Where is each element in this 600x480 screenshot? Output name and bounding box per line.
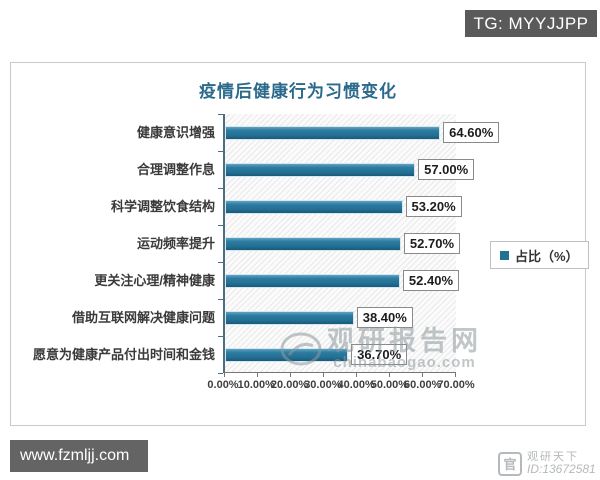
y-tick-mark — [218, 336, 223, 337]
x-tick-label: 10.00% — [237, 379, 275, 391]
category-label: 健康意识增强 — [136, 125, 215, 140]
x-tick-mark — [224, 373, 225, 377]
x-tick-mark — [389, 373, 390, 377]
y-tick-mark — [218, 373, 223, 374]
bar — [225, 311, 354, 325]
chart-row: 64.60% — [225, 114, 500, 151]
category-label: 运动频率提升 — [136, 236, 215, 251]
x-tick-label: 40.00% — [337, 379, 375, 391]
category-axis: 健康意识增强 合理调整作息科学调整饮食结构运动频率提升更关注心理/精神健康借助互联… — [11, 114, 215, 373]
value-label: 36.70% — [351, 344, 408, 365]
value-label: 57.00% — [418, 159, 475, 180]
legend: 占比（%） — [490, 241, 589, 269]
category-label: 科学调整饮食结构 — [110, 199, 215, 214]
chart-title: 疫情后健康行为习惯变化 — [199, 82, 397, 101]
chart-row: 52.40% — [225, 262, 459, 299]
x-tick-label: 20.00% — [270, 379, 309, 391]
bar — [225, 163, 416, 177]
category-label: 愿意为健康产品付出时间和金钱 — [32, 347, 215, 362]
bar — [225, 237, 401, 251]
x-axis-labels: 0.00% 10.00% 20.00% 30.00% 40.00% 50.00% 60.00… — [207, 379, 474, 395]
x-tick-label: 0.00% — [207, 379, 239, 391]
x-tick-mark — [289, 373, 291, 377]
value-label: 38.40% — [356, 307, 413, 328]
y-tick-mark — [218, 225, 223, 226]
chart-card: 疫情后健康行为习惯变化 健康意识增强 合理调整作息科学调整饮食结构运动频率提升更关… — [10, 62, 596, 476]
value-label: 53.20% — [405, 196, 462, 217]
value-label: 64.60% — [443, 122, 500, 143]
tg-contact-badge: TG: MYYJJPP — [465, 10, 597, 37]
watermark-corner-name: 观研天下 — [527, 451, 579, 463]
bar — [225, 348, 349, 362]
bar — [225, 126, 441, 140]
y-tick-mark — [218, 151, 223, 152]
x-tick-mark — [323, 373, 324, 377]
legend-swatch-icon — [500, 250, 509, 260]
category-label: 借助互联网解决健康问题 — [71, 310, 215, 325]
x-tick-label: 70.00% — [437, 379, 475, 391]
x-tick-mark — [256, 373, 258, 377]
chart-row: 57.00% — [225, 151, 475, 188]
x-tick-label: 30.00% — [304, 379, 342, 391]
chart-rows: 64.60% 57.00% 53.20% 52.70% 52.40% 38.40… — [225, 114, 500, 373]
x-tick-mark — [422, 373, 423, 377]
x-tick-mark — [355, 373, 357, 377]
watermark-corner: 官 观研天下 ID:13672581 — [498, 451, 596, 476]
watermark-corner-id: ID:13672581 — [527, 462, 596, 476]
y-tick-mark — [218, 262, 223, 263]
x-tick-mark — [455, 373, 456, 377]
category-label: 合理调整作息 — [136, 162, 215, 177]
chart-row: 36.70% — [225, 336, 456, 373]
site-url-badge: www.fzmljj.com — [10, 440, 148, 472]
y-tick-mark — [218, 114, 223, 115]
legend-label: 占比（%） — [515, 248, 579, 264]
bar — [225, 200, 403, 214]
watermark-corner-logo-icon: 官 — [498, 451, 522, 476]
bar — [225, 274, 400, 288]
chart-row: 38.40% — [225, 299, 456, 336]
chart-row: 52.70% — [225, 225, 460, 262]
chart-row: 53.20% — [225, 188, 462, 225]
y-tick-mark — [218, 188, 223, 189]
x-tick-label: 50.00% — [370, 379, 409, 391]
category-label: 更关注心理/精神健康 — [94, 273, 215, 288]
value-label: 52.70% — [403, 233, 460, 254]
x-tick-label: 60.00% — [404, 379, 442, 391]
value-label: 52.40% — [402, 270, 459, 291]
y-tick-mark — [218, 299, 223, 300]
